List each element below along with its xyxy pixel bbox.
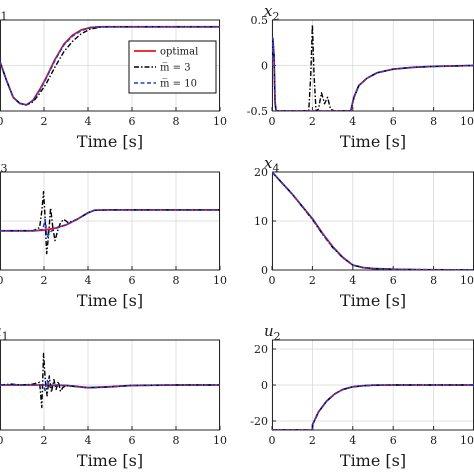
y-tick-label: -20	[250, 415, 268, 428]
axes-frame	[0, 171, 220, 271]
x-axis-label: Time [s]	[340, 451, 406, 470]
series-line-3	[0, 379, 220, 392]
x-tick-label: 6	[390, 115, 397, 128]
y-axis-label-subscript: 3	[0, 162, 7, 175]
series-group	[272, 172, 474, 270]
x-tick-label: 8	[173, 274, 180, 287]
x-tick-label: 6	[129, 434, 136, 447]
x-tick-label: 4	[349, 274, 356, 287]
series-line-1	[272, 384, 474, 430]
x-tick-label: 6	[129, 115, 136, 128]
legend-label: m̅ = 10	[160, 79, 197, 90]
x-axis-label: Time [s]	[77, 451, 143, 470]
series-line-2	[0, 352, 220, 409]
y-axis-label-subscript: 2	[272, 10, 279, 23]
legend-label: optimal	[160, 47, 198, 58]
series-group	[272, 384, 474, 430]
subplot-3: 0 2 4 6 8 10 Time [s] x3	[0, 154, 227, 310]
x-tick-label: 8	[173, 115, 180, 128]
x-tick-label: 6	[390, 434, 397, 447]
y-axis-label: x4	[264, 154, 279, 175]
legend: optimal m̅ = 3 m̅ = 10	[128, 40, 217, 94]
y-axis-label-subscript: 1	[0, 10, 7, 23]
series-line-1	[0, 208, 220, 232]
series-line-3	[272, 172, 474, 270]
x-tick-label: 2	[41, 434, 48, 447]
x-tick-label: 4	[85, 274, 92, 287]
series-group	[0, 190, 220, 255]
y-tick-label: 20	[254, 166, 268, 179]
y-tick-label: 0	[261, 60, 268, 73]
x-tick-label: 2	[41, 115, 48, 128]
x-tick-label: 10	[460, 274, 474, 287]
x-tick-label: 8	[430, 115, 437, 128]
y-tick-label: 0	[261, 264, 268, 277]
subplot-5: 0 2 4 6 8 10 Time [s] u1	[0, 322, 227, 470]
series-line-2	[272, 23, 474, 111]
y-axis-label: x3	[0, 154, 7, 175]
y-axis-label-subscript: 4	[272, 162, 279, 175]
x-tick-label: 10	[213, 274, 227, 287]
series-group	[0, 352, 220, 409]
x-axis-label: Time [s]	[340, 291, 406, 310]
y-tick-label: 0	[261, 379, 268, 392]
y-tick-label: -0.5	[247, 105, 268, 118]
x-tick-label: 0	[269, 115, 276, 128]
x-tick-label: 2	[41, 274, 48, 287]
x-tick-label: 0	[269, 274, 276, 287]
y-axis-label-subscript: 1	[2, 330, 9, 343]
legend-box	[128, 40, 217, 94]
x-axis-label: Time [s]	[340, 132, 406, 151]
series-line-2	[272, 384, 474, 430]
series-line-3	[0, 26, 220, 106]
y-tick-label: 20	[254, 343, 268, 356]
x-axis-label: Time [s]	[77, 291, 143, 310]
x-tick-label: 10	[460, 434, 474, 447]
x-tick-label: 0	[0, 434, 4, 447]
y-tick-label: 0.5	[251, 14, 269, 27]
legend-label: m̅ = 3	[160, 63, 191, 74]
x-tick-label: 8	[430, 434, 437, 447]
x-tick-label: 0	[269, 434, 276, 447]
x-tick-label: 10	[213, 434, 227, 447]
x-tick-label: 10	[460, 115, 474, 128]
series-line-3	[272, 384, 474, 430]
series-line-3	[0, 209, 220, 239]
series-group	[0, 25, 220, 106]
x-tick-label: 8	[430, 274, 437, 287]
x-tick-label: 4	[85, 115, 92, 128]
y-axis-label-subscript: 2	[274, 330, 281, 343]
x-tick-label: 2	[309, 434, 316, 447]
x-tick-label: 2	[309, 115, 316, 128]
subplot-4: 0 2 4 6 8 10 0 10 20 Time [s] x4	[254, 154, 474, 310]
y-axis-label: u2	[264, 322, 281, 343]
series-group	[272, 23, 474, 111]
y-tick-label: 10	[254, 215, 268, 228]
x-tick-label: 0	[0, 274, 4, 287]
y-axis-label: u1	[0, 322, 9, 343]
subplot-1: 0 2 4 6 8 10 Time [s] x1 optimal m̅ = 3 m̅ = 10	[0, 2, 227, 151]
x-tick-label: 10	[213, 115, 227, 128]
x-tick-label: 4	[85, 434, 92, 447]
x-tick-label: 6	[390, 274, 397, 287]
x-tick-label: 8	[173, 434, 180, 447]
x-tick-label: 6	[129, 274, 136, 287]
series-line-2	[0, 190, 220, 255]
x-tick-label: 4	[349, 434, 356, 447]
x-tick-label: 2	[309, 274, 316, 287]
y-axis-label: x2	[264, 2, 279, 23]
x-tick-label: 4	[349, 115, 356, 128]
y-axis-label: x1	[0, 2, 7, 23]
x-axis-label: Time [s]	[77, 132, 143, 151]
x-tick-label: 0	[0, 115, 4, 128]
